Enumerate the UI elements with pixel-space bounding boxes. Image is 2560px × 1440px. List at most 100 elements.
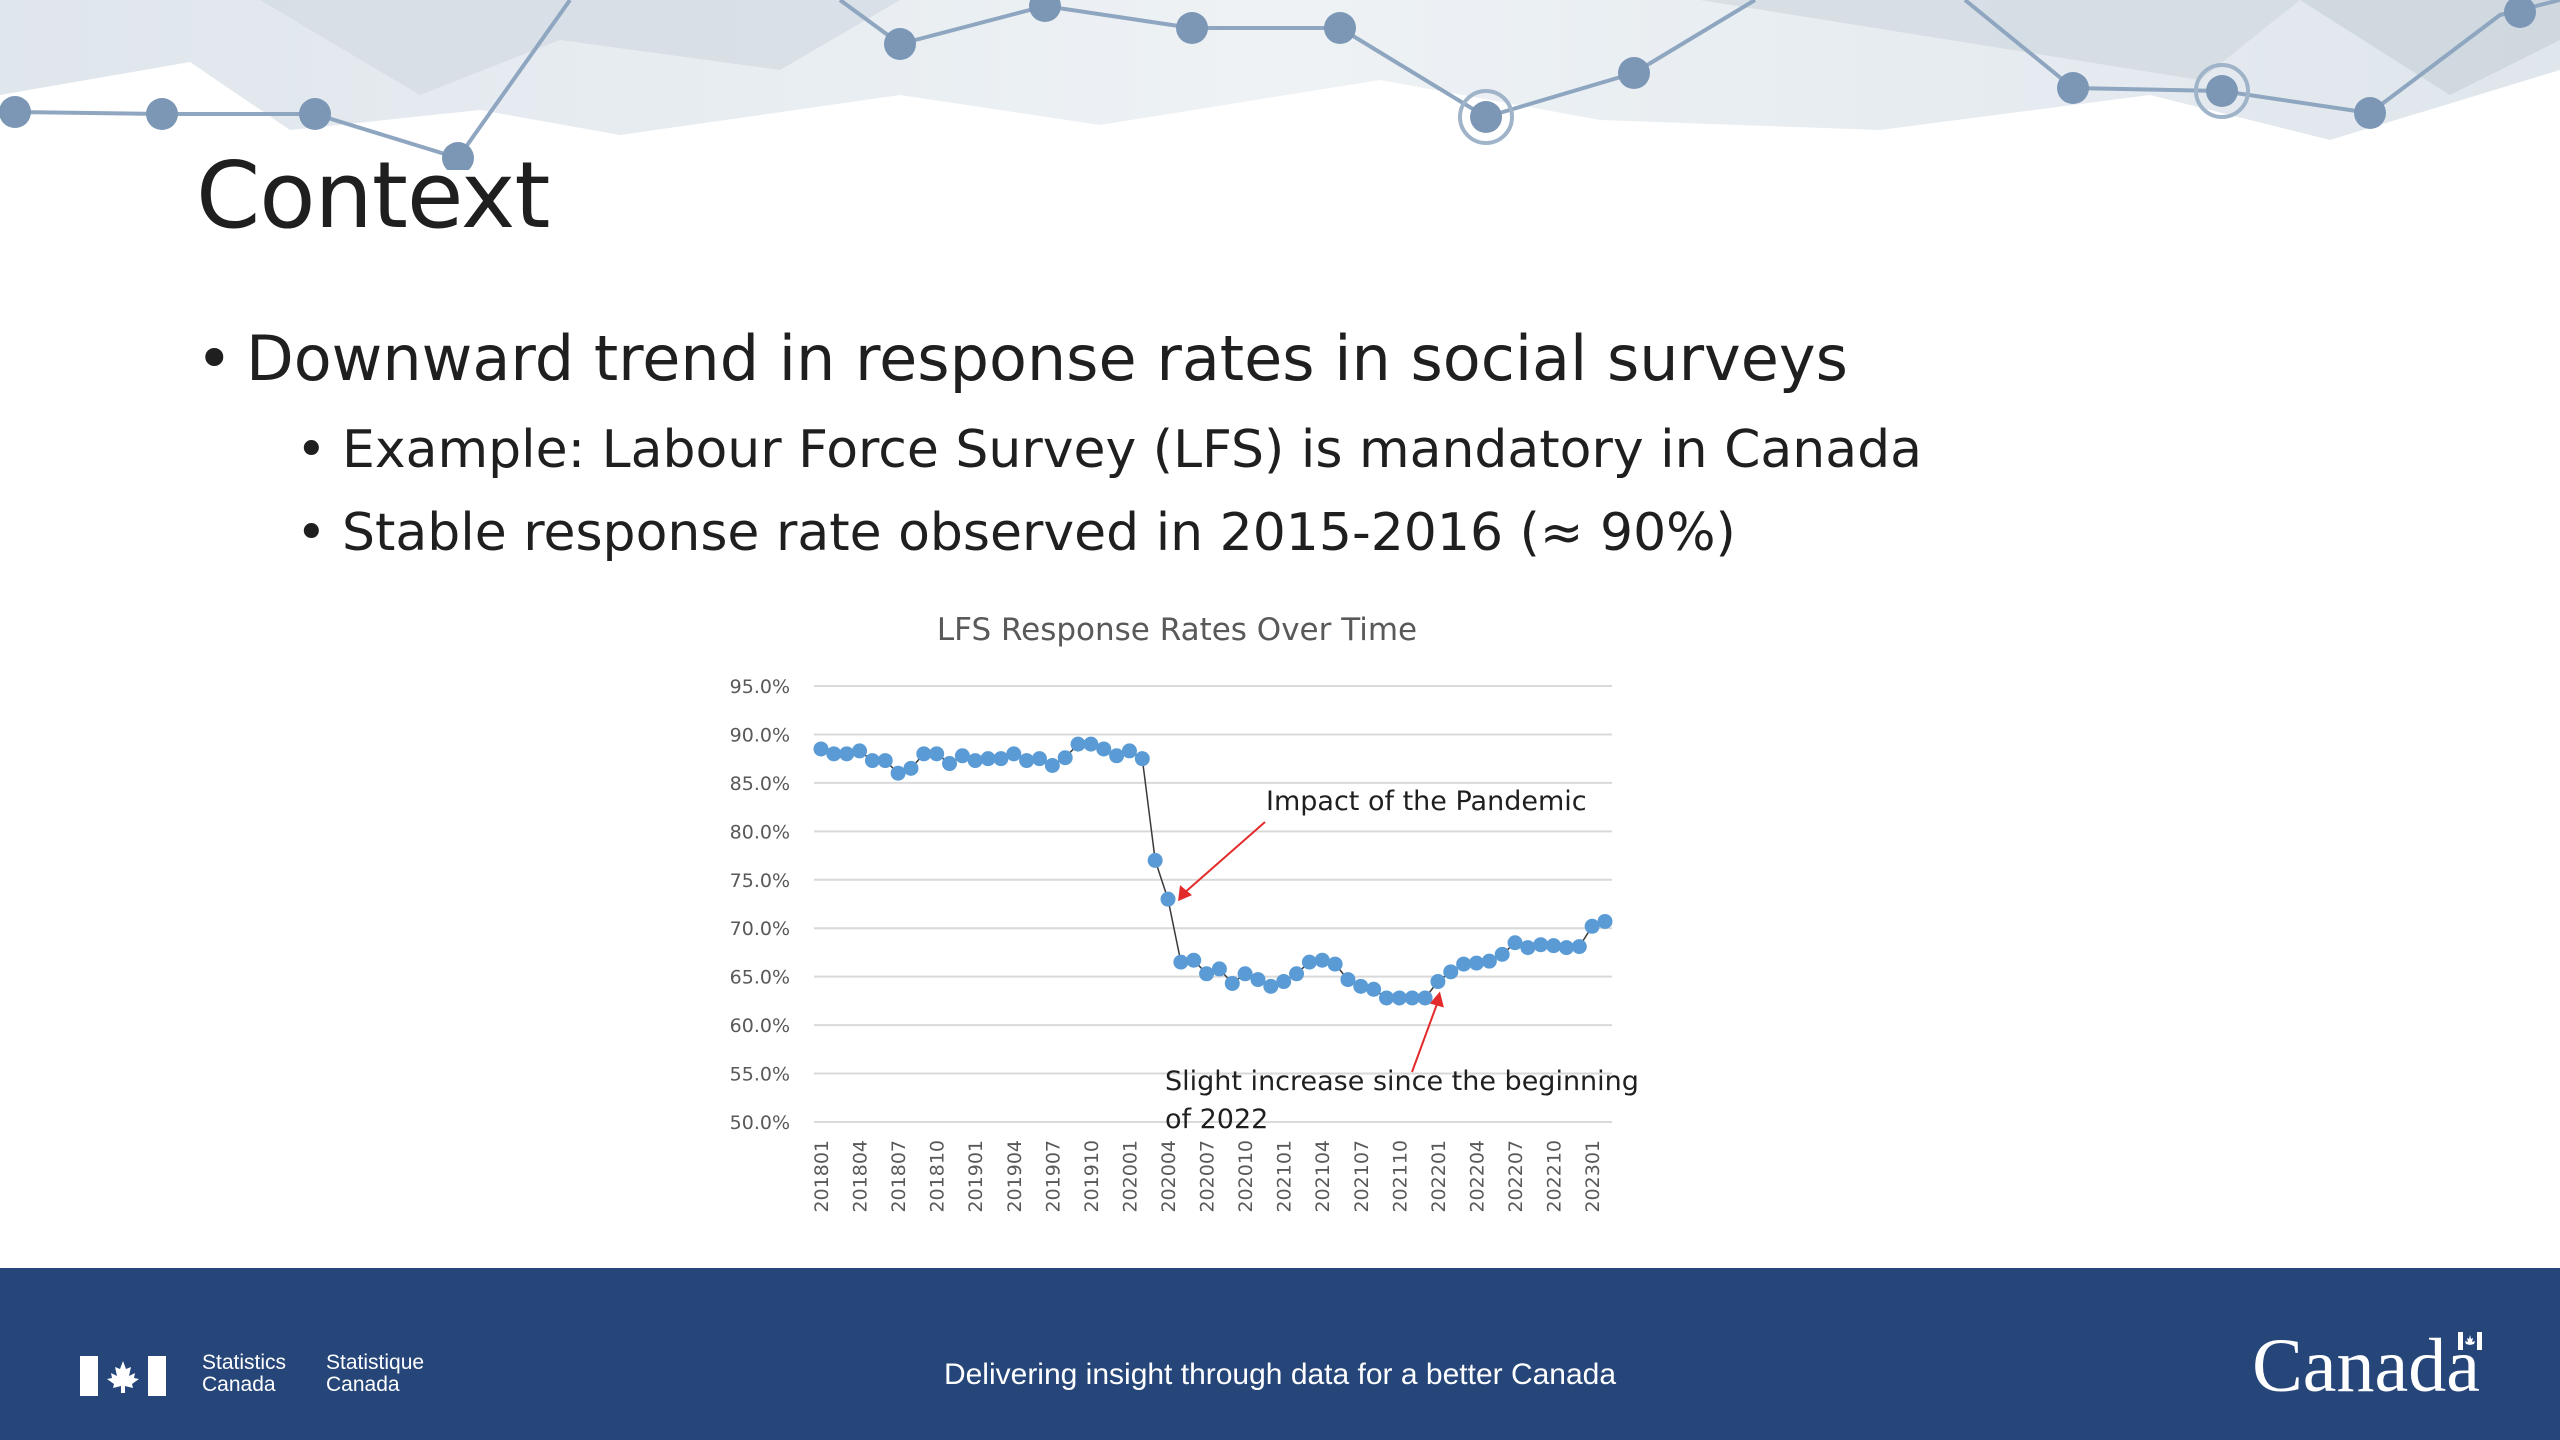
y-tick-label: 80.0% bbox=[730, 821, 790, 843]
data-point bbox=[813, 741, 829, 757]
x-tick-label: 202107 bbox=[1351, 1140, 1373, 1213]
x-tick-label: 201910 bbox=[1081, 1140, 1103, 1213]
data-point bbox=[1211, 961, 1227, 977]
x-tick-label: 201804 bbox=[850, 1140, 872, 1213]
footer-bar: Statistics Canada Statistique Canada Del… bbox=[0, 1268, 2560, 1440]
annotation-label: Impact of the Pandemic bbox=[1266, 786, 1587, 817]
data-point bbox=[1584, 918, 1600, 934]
data-point bbox=[1006, 746, 1022, 762]
data-point bbox=[826, 746, 842, 762]
data-point bbox=[1109, 748, 1125, 764]
chart-title: LFS Response Rates Over Time bbox=[937, 612, 1417, 648]
data-point bbox=[877, 753, 893, 769]
x-tick-label: 202001 bbox=[1119, 1140, 1141, 1213]
y-tick-label: 70.0% bbox=[730, 918, 790, 940]
x-tick-label: 201904 bbox=[1004, 1140, 1026, 1213]
lfs-response-chart: LFS Response Rates Over Time 95.0% 90.0% 8… bbox=[730, 612, 1639, 1213]
data-point bbox=[1031, 751, 1047, 767]
x-tick-label: 201807 bbox=[888, 1140, 910, 1213]
bullet-dot: • bbox=[196, 322, 233, 395]
data-point bbox=[1430, 974, 1446, 990]
canada-wordmark: Canada bbox=[2252, 1324, 2480, 1408]
data-point bbox=[839, 746, 855, 762]
data-point bbox=[1520, 940, 1536, 956]
data-point bbox=[1289, 966, 1305, 982]
bullet-level-1: • Downward trend in response rates in soc… bbox=[196, 322, 1848, 395]
data-point bbox=[1443, 964, 1459, 980]
banner-node bbox=[0, 96, 31, 128]
y-tick-label: 90.0% bbox=[730, 724, 790, 746]
data-point bbox=[1019, 753, 1035, 769]
banner-node bbox=[1176, 12, 1208, 44]
data-point bbox=[1276, 974, 1292, 990]
bullet-level-2: • Example: Labour Force Survey (LFS) is m… bbox=[296, 420, 1922, 480]
data-point bbox=[1314, 952, 1330, 968]
banner-shape bbox=[260, 0, 900, 95]
data-point bbox=[1083, 736, 1099, 752]
data-point bbox=[1160, 891, 1176, 907]
data-point bbox=[1199, 966, 1215, 982]
y-axis-labels: 95.0% 90.0% 85.0% 80.0% 75.0% 70.0% 65.0% 60.0%… bbox=[730, 676, 790, 1134]
x-tick-label: 202210 bbox=[1544, 1140, 1566, 1213]
data-point bbox=[1301, 954, 1317, 970]
data-point bbox=[1533, 937, 1549, 953]
data-point bbox=[1237, 966, 1253, 982]
y-tick-label: 60.0% bbox=[730, 1015, 790, 1037]
data-point bbox=[929, 746, 945, 762]
slide-title: Context bbox=[196, 142, 550, 249]
data-point bbox=[864, 753, 880, 769]
data-point bbox=[1353, 978, 1369, 994]
bullet-level-2: • Stable response rate observed in 2015-2… bbox=[296, 503, 1736, 563]
banner-shape bbox=[1700, 0, 2300, 80]
annotation-arrowhead bbox=[1178, 885, 1193, 902]
x-tick-label: 202104 bbox=[1312, 1140, 1334, 1213]
y-tick-label: 85.0% bbox=[730, 773, 790, 795]
banner-node-ring bbox=[1458, 89, 1514, 145]
y-tick-label: 75.0% bbox=[730, 870, 790, 892]
data-point bbox=[1571, 939, 1587, 955]
banner-node bbox=[1324, 12, 1356, 44]
x-tick-label: 202201 bbox=[1428, 1140, 1450, 1213]
data-point bbox=[1494, 946, 1510, 962]
series-response-rate bbox=[813, 736, 1613, 1006]
bullet-dot: • bbox=[296, 503, 327, 563]
x-tick-label: 201801 bbox=[811, 1140, 833, 1213]
data-point bbox=[980, 751, 996, 767]
data-point bbox=[1404, 990, 1420, 1006]
data-point bbox=[967, 753, 983, 769]
annotation-arrow bbox=[1183, 821, 1266, 894]
data-point bbox=[1340, 972, 1356, 988]
data-point bbox=[852, 743, 868, 759]
data-point bbox=[1224, 975, 1240, 991]
data-point bbox=[1391, 990, 1407, 1006]
data-point bbox=[1468, 955, 1484, 971]
data-point bbox=[903, 760, 919, 776]
agency-line: Statistique bbox=[326, 1351, 425, 1374]
banner-node bbox=[884, 28, 916, 60]
x-tick-label: 201907 bbox=[1042, 1140, 1064, 1213]
x-tick-label: 202110 bbox=[1389, 1140, 1411, 1213]
data-point bbox=[1481, 953, 1497, 969]
bullet-text: Downward trend in response rates in soci… bbox=[246, 322, 1848, 395]
banner-node bbox=[2057, 72, 2089, 104]
agency-line: Canada bbox=[202, 1373, 276, 1396]
y-tick-label: 65.0% bbox=[730, 967, 790, 989]
canada-flag-icon bbox=[80, 1356, 166, 1396]
data-point bbox=[916, 746, 932, 762]
x-tick-label: 202010 bbox=[1235, 1140, 1257, 1213]
agency-name-english: Statistics Canada bbox=[202, 1352, 286, 1396]
agency-name-french: Statistique Canada bbox=[326, 1352, 424, 1396]
banner-node bbox=[1029, 0, 1061, 22]
data-point bbox=[1044, 757, 1060, 773]
banner-node bbox=[2206, 75, 2238, 107]
y-tick-label: 95.0% bbox=[730, 676, 790, 698]
annotation-arrowhead bbox=[1429, 991, 1444, 1008]
x-tick-label: 202204 bbox=[1466, 1140, 1488, 1213]
bullet-text: Example: Labour Force Survey (LFS) is ma… bbox=[342, 420, 1922, 480]
x-tick-label: 202101 bbox=[1274, 1140, 1296, 1213]
data-point bbox=[1186, 952, 1202, 968]
annotation-arrow bbox=[1411, 1001, 1439, 1073]
x-tick-label: 202007 bbox=[1197, 1140, 1219, 1213]
footer-tagline: Delivering insight through data for a be… bbox=[943, 1358, 1617, 1391]
y-tick-label: 50.0% bbox=[730, 1112, 790, 1134]
